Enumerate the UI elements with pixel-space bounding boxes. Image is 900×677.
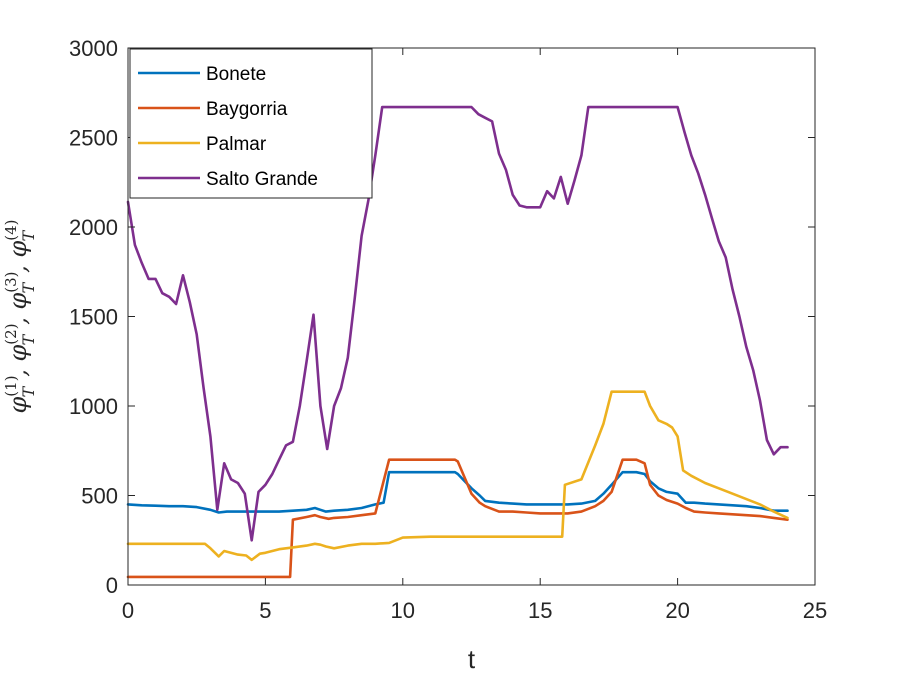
legend-label: Salto Grande [206,169,318,190]
y-tick-label: 0 [106,573,118,598]
y-axis-label-sub: T [19,229,38,241]
legend-label: Bonete [206,64,266,85]
x-tick-label: 10 [391,598,415,623]
y-axis-label-sup: (2) [2,323,20,344]
x-tick-label: 25 [803,598,827,623]
y-axis-label-sup: (1) [2,375,20,396]
x-tick-label: 0 [122,598,134,623]
y-axis-label-sup: (4) [2,219,20,240]
y-axis-label-sub: T [19,385,38,397]
y-tick-label: 3000 [69,36,118,61]
series-line-baygorria [126,458,789,579]
x-axis-label: t [468,644,476,674]
y-tick-label: 2500 [69,126,118,151]
x-tick-label: 15 [528,598,552,623]
legend: Bonete Baygorria Palmar Salto Grande [129,48,373,199]
series-line-palmar [126,390,789,562]
y-axis-label: φ(1)T​, φ(2)T​, φ(3)T​, φ(4)T​ [2,219,38,413]
ticks-layer: 0 5 10 15 20 25 0 500 1000 1500 2000 2500 3000 [69,36,827,623]
y-axis-label-base: , φ [4,345,32,377]
x-tick-label: 5 [259,598,271,623]
y-axis-label-base: φ [4,397,32,414]
x-tick-label: 20 [665,598,689,623]
y-axis-label-base: , φ [4,293,32,325]
y-tick-label: 1000 [69,394,118,419]
y-tick-label: 500 [81,484,118,509]
legend-label: Baygorria [206,99,288,120]
y-axis-label-sub: T [19,281,38,293]
y-axis-label-base: , φ [4,241,32,273]
y-axis-label-sup: (3) [2,271,20,292]
y-axis-label-sub: T [19,333,38,345]
legend-label: Palmar [206,134,267,155]
series-line-salto-grande [126,105,789,542]
y-tick-label: 1500 [69,305,118,330]
series-layer [126,105,789,579]
y-tick-label: 2000 [69,215,118,240]
